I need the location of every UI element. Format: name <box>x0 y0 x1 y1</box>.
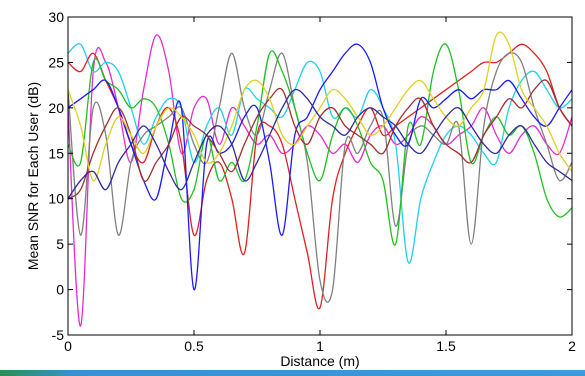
x-tick-label: 0.5 <box>184 338 204 354</box>
y-tick-label: 15 <box>48 145 64 161</box>
y-tick-label: 20 <box>48 100 64 116</box>
y-tick-label: 30 <box>48 9 64 25</box>
y-tick-label: -5 <box>52 327 65 343</box>
y-tick-label: 5 <box>56 236 64 252</box>
y-tick-label: 0 <box>56 282 64 298</box>
series-line-3 <box>68 43 572 310</box>
window-bottom-strip <box>0 370 585 376</box>
y-tick-label: 10 <box>48 191 64 207</box>
series-line-6 <box>68 43 572 291</box>
x-tick-label: 0 <box>64 338 72 354</box>
x-tick-label: 2 <box>568 338 576 354</box>
x-tick-labels: 0 0.5 1 1.5 2 <box>64 338 576 354</box>
series-line-8 <box>68 31 572 182</box>
series-line-2 <box>68 43 572 264</box>
x-tick-label: 1.5 <box>436 338 456 354</box>
x-tick-label: 1 <box>316 338 324 354</box>
y-tick-labels: -5 0 5 10 15 20 25 30 <box>48 9 64 343</box>
axis-ticks <box>67 16 573 336</box>
series-lines <box>68 31 572 327</box>
x-axis-label: Distance (m) <box>280 353 359 369</box>
y-tick-label: 25 <box>48 54 64 70</box>
series-line-9 <box>68 88 572 200</box>
axes-frame <box>67 16 573 336</box>
y-axis-label: Mean SNR for Each User (dB) <box>25 82 41 270</box>
